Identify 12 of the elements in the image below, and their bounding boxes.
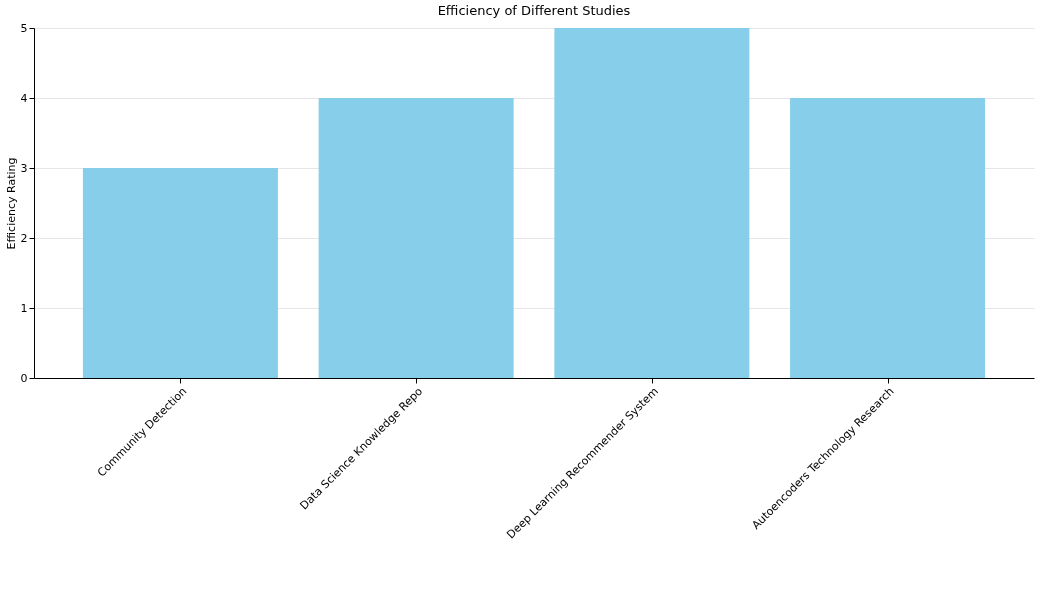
- y-tick-label: 2: [20, 231, 28, 245]
- y-tick-label: 4: [20, 91, 28, 105]
- y-tick-label: 0: [20, 371, 28, 385]
- bar: [790, 98, 986, 378]
- bar: [554, 28, 750, 378]
- y-tick-label: 3: [20, 161, 28, 175]
- chart-title: Efficiency of Different Studies: [437, 3, 631, 18]
- bar: [318, 98, 514, 378]
- y-tick-label: 1: [20, 301, 28, 315]
- y-axis-title: Efficiency Rating: [4, 157, 18, 250]
- y-tick-label: 5: [20, 21, 28, 35]
- bar: [82, 168, 278, 378]
